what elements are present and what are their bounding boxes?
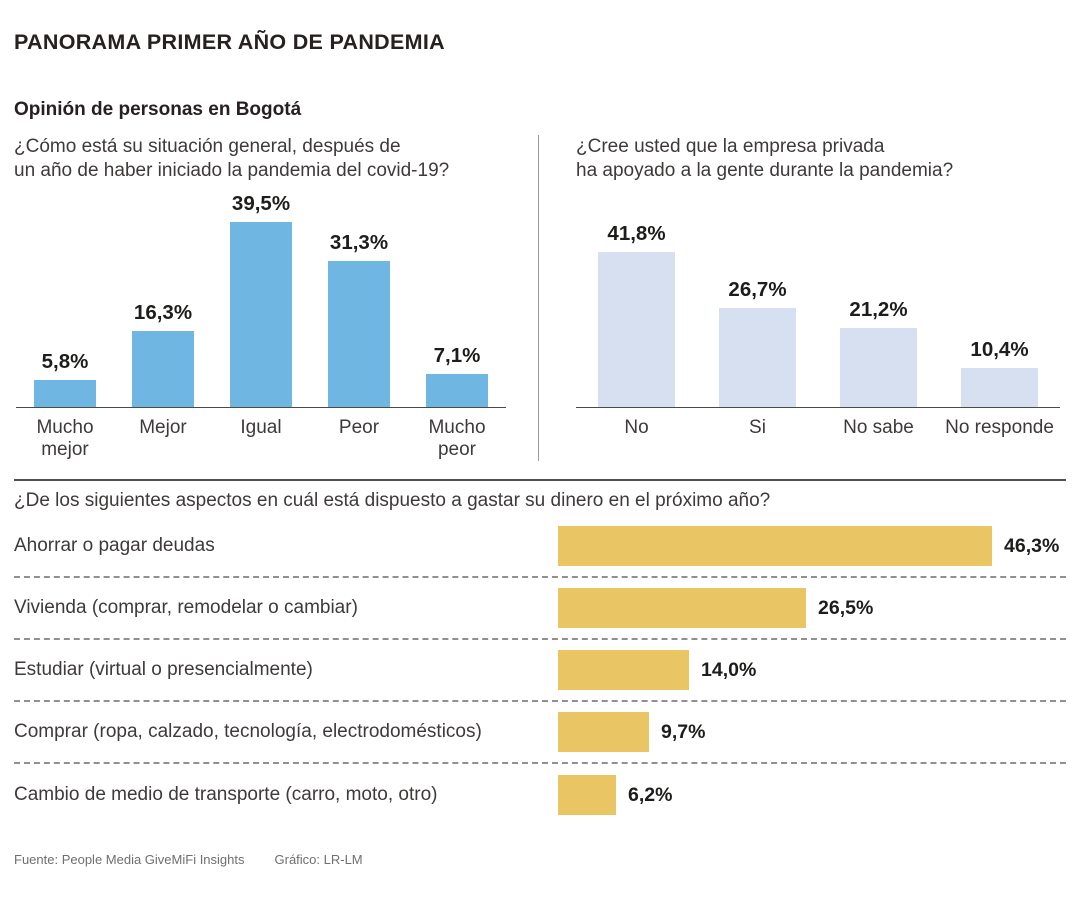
bar-column: 10,4%	[939, 188, 1060, 407]
bar-value-label: 6,2%	[628, 783, 673, 806]
spending-row: Estudiar (virtual o presencialmente) 14,0…	[14, 640, 1066, 702]
credit-text: Gráfico: LR-LM	[274, 852, 363, 867]
bar-plot-empresa: 41,8% 26,7% 21,2% 10,4%	[576, 188, 1060, 408]
category-axis-empresa: No Si No sabe No responde	[576, 408, 1060, 439]
chart-question: ¿Cómo está su situación general, después…	[14, 136, 450, 181]
bar	[328, 261, 390, 407]
bar-column: 5,8%	[16, 188, 114, 407]
bar	[961, 368, 1038, 407]
bar-column: 26,7%	[697, 188, 818, 407]
bar	[598, 252, 675, 407]
row-label: Vivienda (comprar, remodelar o cambiar)	[14, 597, 358, 618]
bar-plot-situacion: 5,8% 16,3% 39,5% 31,3% 7,1%	[16, 188, 506, 408]
bar	[34, 380, 96, 407]
bar	[132, 331, 194, 407]
bar-column: 41,8%	[576, 188, 697, 407]
row-label: Cambio de medio de transporte (carro, mo…	[14, 784, 438, 805]
chart-situacion-general: ¿Cómo está su situación general, después…	[0, 135, 538, 461]
bar-value-label: 9,7%	[661, 720, 706, 743]
bar-value-label: 16,3%	[133, 301, 193, 324]
spending-row: Comprar (ropa, calzado, tecnología, elec…	[14, 702, 1066, 764]
top-charts-section: ¿Cómo está su situación general, después…	[0, 135, 1080, 461]
bar	[230, 222, 292, 407]
bar-value-label: 5,8%	[41, 350, 89, 373]
bar-value-label: 26,5%	[818, 596, 874, 619]
chart-empresa-privada: ¿Cree usted que la empresa privada ha ap…	[538, 135, 1080, 461]
bar-column: 31,3%	[310, 188, 408, 407]
bar-value-label: 10,4%	[970, 338, 1029, 361]
category-label: Si	[749, 417, 766, 438]
category-axis-situacion: Mucho mejor Mejor Igual Peor Mucho peor	[16, 408, 506, 461]
bar-column: 7,1%	[408, 188, 506, 407]
source-text: Fuente: People Media GiveMiFi Insights	[14, 852, 245, 867]
bar-value-label: 41,8%	[607, 222, 666, 245]
row-label: Estudiar (virtual o presencialmente)	[14, 659, 313, 680]
bar-value-label: 21,2%	[849, 298, 908, 321]
bar	[840, 328, 917, 407]
bar	[426, 374, 488, 407]
bar-value-label: 46,3%	[1004, 534, 1060, 557]
category-label: Mucho peor	[428, 417, 486, 460]
bar-value-label: 39,5%	[231, 192, 291, 215]
bar-column: 21,2%	[818, 188, 939, 407]
category-label: Igual	[240, 417, 282, 438]
category-label: No sabe	[843, 417, 914, 438]
bar-column: 16,3%	[114, 188, 212, 407]
bar-value-label: 26,7%	[728, 278, 787, 301]
page-subtitle: Opinión de personas en Bogotá	[14, 99, 302, 120]
row-label: Comprar (ropa, calzado, tecnología, elec…	[14, 721, 482, 742]
bar-column: 39,5%	[212, 188, 310, 407]
bar	[558, 650, 689, 690]
row-label: Ahorrar o pagar deudas	[14, 535, 215, 556]
spending-row: Vivienda (comprar, remodelar o cambiar) 2…	[14, 578, 1066, 640]
bar-value-label: 14,0%	[701, 658, 757, 681]
chart-question: ¿Cree usted que la empresa privada ha ap…	[576, 136, 954, 181]
spending-chart-section: ¿De los siguientes aspectos en cuál está…	[14, 479, 1066, 826]
category-label: Mucho mejor	[36, 417, 94, 460]
bar	[558, 526, 992, 566]
category-label: Peor	[338, 417, 380, 438]
category-label: Mejor	[139, 417, 187, 438]
spending-row: Ahorrar o pagar deudas 46,3%	[14, 516, 1066, 578]
category-label: No responde	[945, 417, 1054, 438]
bar-value-label: 31,3%	[329, 231, 389, 254]
bar	[558, 775, 616, 815]
bar-value-label: 7,1%	[433, 344, 481, 367]
horizontal-bar-chart: Ahorrar o pagar deudas 46,3% Vivienda (com…	[14, 516, 1066, 826]
spending-row: Cambio de medio de transporte (carro, mo…	[14, 764, 1066, 826]
bar	[558, 588, 806, 628]
bar	[558, 712, 649, 752]
bar	[719, 308, 796, 407]
page-title: PANORAMA PRIMER AÑO DE PANDEMIA	[14, 30, 445, 54]
chart-question: ¿De los siguientes aspectos en cuál está…	[14, 490, 771, 511]
footer: Fuente: People Media GiveMiFi Insights Gr…	[14, 852, 1066, 867]
category-label: No	[624, 417, 649, 438]
